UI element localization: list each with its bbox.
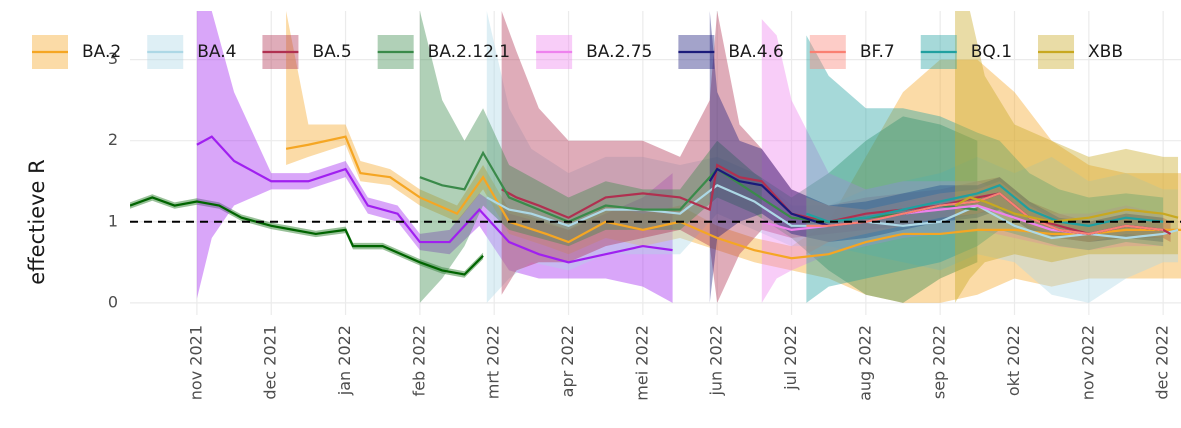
- x-tick-label: nov 2021: [186, 325, 205, 400]
- confidence-band: [501, 11, 1171, 303]
- legend-label: BA.4: [197, 42, 236, 62]
- x-tick-label: jan 2022: [335, 325, 354, 396]
- confidence-band: [419, 11, 978, 303]
- x-tick-label: jul 2022: [781, 325, 800, 391]
- axes: 0 1 2 3 nov 2021 dec 2021 jan 2022 feb 2022 mrt …: [108, 49, 1172, 401]
- legend: BA.2 BA.4 BA.5 BA.2.12.1 BA.2.75 BA.4.6 BF.7 BQ…: [32, 35, 1123, 69]
- legend-label: XBB: [1088, 42, 1123, 62]
- x-tick-label: nov 2022: [1078, 325, 1097, 400]
- x-tick-label: mei 2022: [632, 325, 651, 401]
- x-tick-label: dec 2022: [1153, 325, 1172, 400]
- series-line: [501, 163, 1172, 236]
- legend-label: BA.2.75: [586, 42, 652, 62]
- lines: [130, 135, 1181, 276]
- y-tick-label: 1: [108, 211, 118, 230]
- x-tick-label: dec 2021: [261, 325, 280, 400]
- x-tick-label: okt 2022: [1004, 325, 1023, 396]
- legend-label: BA.5: [312, 42, 351, 62]
- confidence-band: [286, 11, 1181, 303]
- x-tick-label: jun 2022: [707, 325, 726, 397]
- legend-label: BA.2: [82, 42, 121, 62]
- legend-label: BA.4.6: [728, 42, 783, 62]
- y-tick-label: 0: [108, 292, 118, 311]
- x-tick-label: aug 2022: [855, 325, 874, 401]
- legend-label: BQ.1: [971, 42, 1012, 62]
- y-axis-label: effectieve R: [25, 159, 49, 284]
- legend-label: BA.2.12.1: [428, 42, 510, 62]
- series-line: [130, 196, 484, 276]
- x-tick-label: feb 2022: [409, 325, 428, 396]
- x-tick-label: apr 2022: [558, 325, 577, 397]
- series-line: [196, 135, 673, 264]
- x-tick-label: mrt 2022: [484, 325, 503, 399]
- x-tick-label: sep 2022: [930, 325, 949, 399]
- series-line: [806, 184, 1164, 227]
- confidence-band: [196, 11, 673, 303]
- legend-label: BF.7: [860, 42, 895, 62]
- y-tick-label: 2: [108, 130, 118, 149]
- y-tick-label: 3: [108, 49, 118, 68]
- series-line: [954, 196, 1179, 223]
